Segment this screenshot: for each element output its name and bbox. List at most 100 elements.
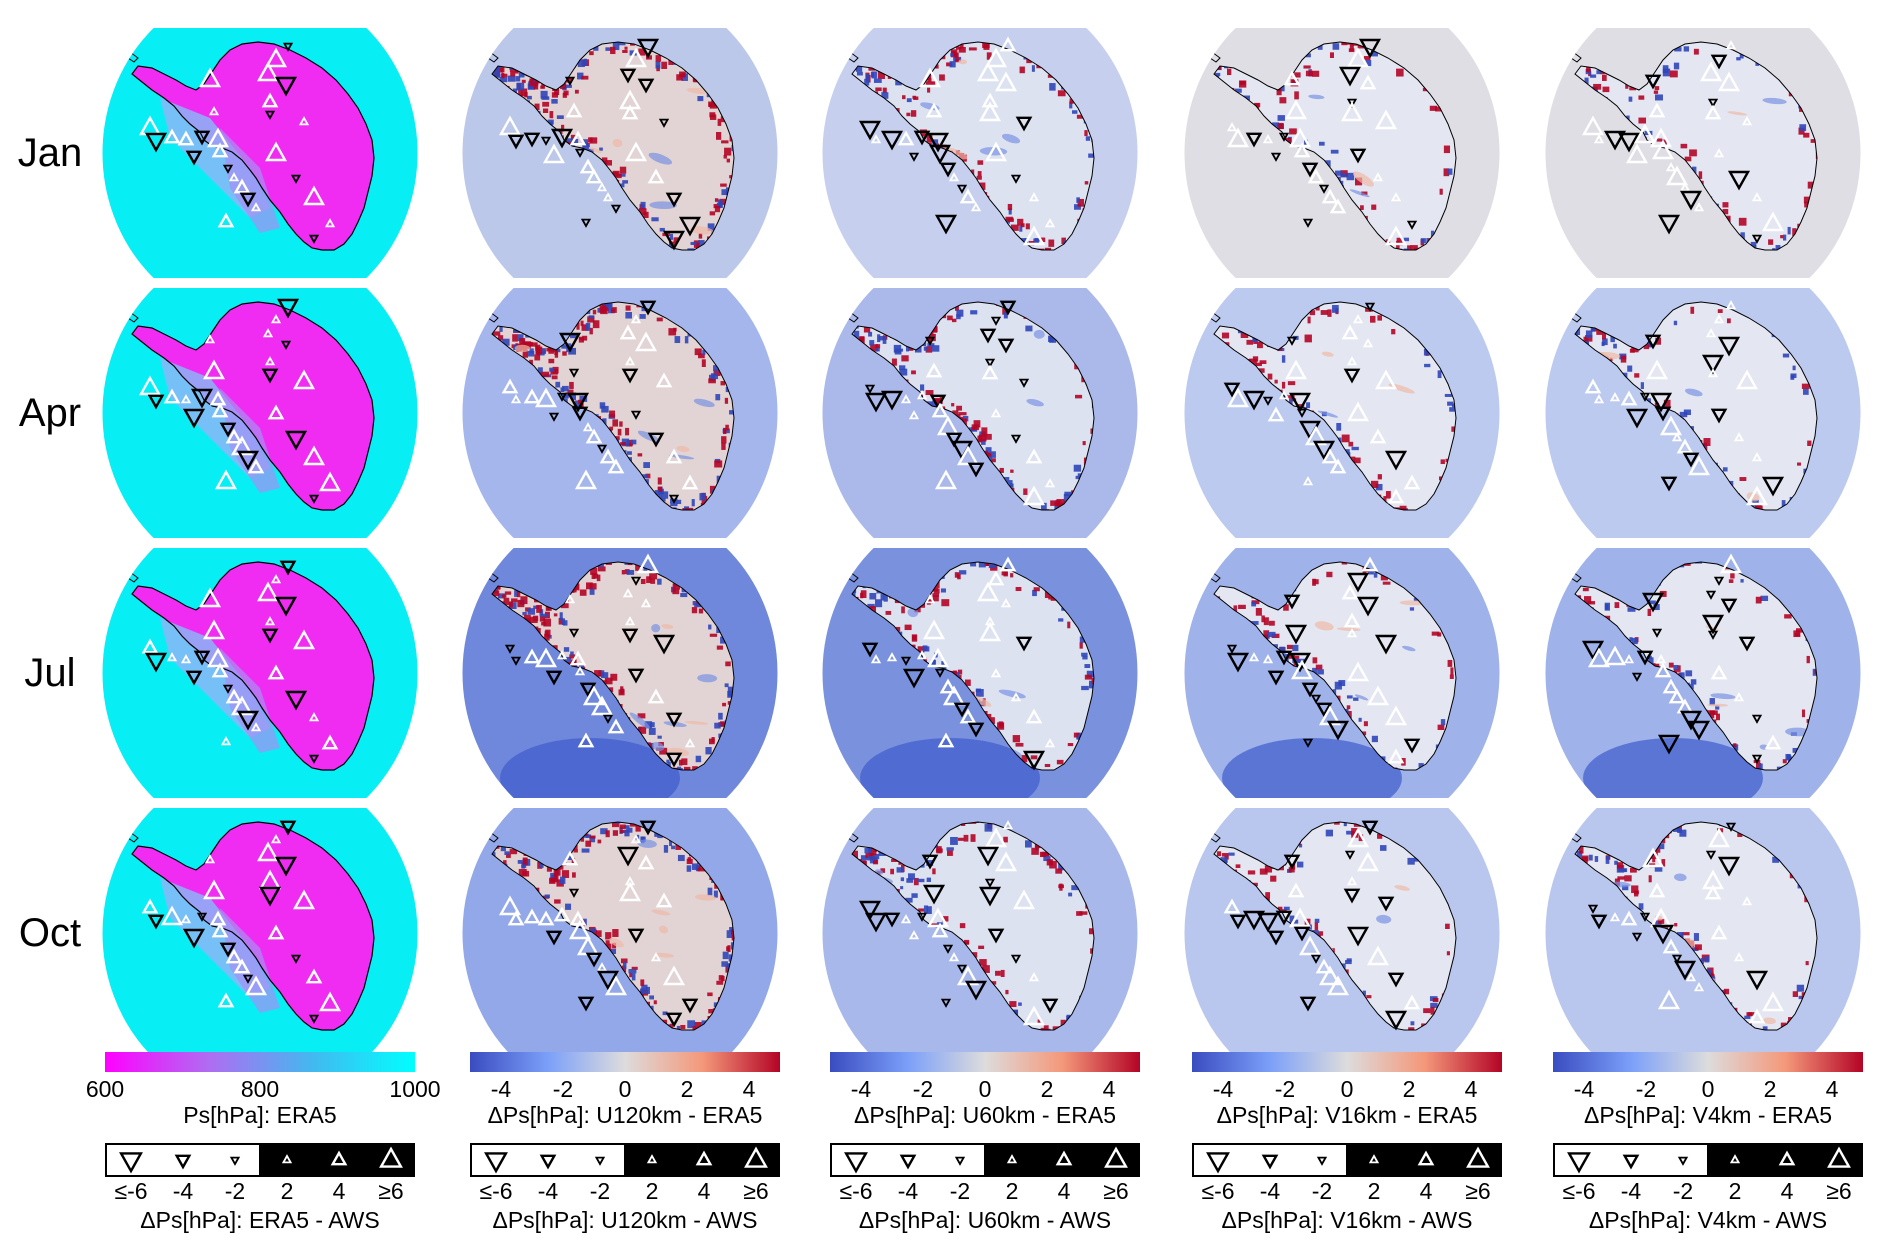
coastal-anomaly-speck: [1760, 595, 1769, 601]
coastal-anomaly-speck: [1272, 122, 1280, 127]
coastal-anomaly-speck: [560, 83, 567, 90]
aws-positive-triangle: [655, 892, 673, 908]
coastal-anomaly-speck: [853, 330, 860, 338]
coastal-anomaly-speck: [908, 873, 915, 880]
coastal-anomaly-speck: [494, 63, 502, 71]
aws-negative-triangle: [566, 392, 590, 413]
coastal-anomaly-speck: [1690, 306, 1695, 314]
aws-negative-triangle: [556, 392, 568, 402]
coastal-anomaly-speck: [957, 574, 961, 580]
map-edge: [1544, 548, 1862, 798]
legend-negative-triangle: [594, 1156, 606, 1166]
coastal-anomaly-speck: [685, 507, 694, 510]
coastal-anomaly-speck: [557, 865, 564, 870]
coastal-anomaly-speck: [1780, 1022, 1787, 1028]
coastal-anomaly-speck: [720, 183, 727, 187]
colorbar-tick-label: 2: [1402, 1076, 1416, 1102]
aws-positive-triangle: [1403, 474, 1421, 490]
coastal-anomaly-speck: [655, 61, 661, 69]
coastal-anomaly-speck: [932, 326, 938, 333]
coastal-anomaly-speck: [687, 1020, 696, 1029]
aws-negative-triangle: [1631, 932, 1643, 942]
coastal-anomaly-speck: [595, 930, 602, 937]
aws-negative-triangle: [967, 462, 985, 478]
aws-positive-triangle: [959, 708, 977, 724]
coastal-anomaly-speck: [1443, 145, 1451, 154]
aws-positive-triangle: [1372, 172, 1384, 182]
coastal-anomaly-speck: [1235, 864, 1241, 868]
map-panel-v16-jan: [1182, 28, 1502, 278]
coastal-anomaly-speck: [941, 599, 950, 607]
aws-positive-triangle: [244, 975, 268, 996]
aws-negative-triangle: [1346, 926, 1370, 947]
aws-positive-triangle: [1346, 661, 1370, 682]
coastal-anomaly-speck: [1740, 579, 1744, 583]
symbol-legend-tick: 4: [697, 1178, 711, 1204]
aws-positive-triangle: [1593, 134, 1605, 144]
coastal-anomaly-speck: [1429, 105, 1438, 111]
coastal-anomaly-speck: [860, 590, 867, 599]
aws-positive-triangle: [1346, 827, 1370, 848]
coastal-anomaly-speck: [1683, 46, 1690, 52]
aws-positive-triangle: [1581, 115, 1605, 136]
coastal-anomaly-speck: [1584, 596, 1592, 604]
coastal-anomaly-speck: [1410, 1021, 1415, 1026]
coastal-anomaly-speck: [875, 344, 881, 349]
coastal-anomaly-speck: [721, 436, 727, 444]
coastal-anomaly-speck: [1775, 245, 1781, 250]
aws-positive-triangle: [1623, 654, 1635, 664]
map-svg: [1183, 288, 1501, 538]
coastal-anomaly-speck: [530, 342, 538, 347]
coastal-anomaly-speck: [923, 346, 929, 351]
coastal-anomaly-speck: [605, 932, 612, 940]
map-svg: [1183, 808, 1501, 1058]
coastal-anomaly-speck: [529, 348, 534, 354]
aws-positive-triangle: [1587, 647, 1611, 668]
coastal-anomaly-speck: [657, 735, 662, 739]
aws-negative-triangle: [647, 432, 665, 448]
coastal-anomaly-speck: [503, 860, 507, 865]
aws-positive-triangle: [1665, 165, 1689, 186]
legend-positive-triangle: [1729, 1154, 1741, 1164]
aws-positive-triangle: [1717, 71, 1741, 92]
coastal-anomaly-speck: [610, 307, 617, 313]
aws-positive-triangle: [523, 908, 541, 924]
coastal-anomaly-speck: [964, 679, 971, 686]
map-edge: [101, 28, 419, 278]
interior-anomaly: [652, 742, 665, 752]
aws-positive-triangle: [618, 881, 642, 902]
aws-negative-triangle: [1651, 924, 1675, 945]
coastal-anomaly-speck: [589, 836, 596, 843]
coastal-anomaly-speck: [1358, 834, 1364, 842]
month-label-jan: Jan: [17, 131, 83, 175]
coastal-anomaly-speck: [574, 583, 580, 591]
map-svg: [1544, 548, 1862, 798]
coastal-anomaly-speck: [968, 47, 977, 51]
coastal-anomaly-speck: [1423, 1008, 1431, 1014]
aws-negative-triangle: [1245, 132, 1263, 148]
coastal-anomaly-speck: [1274, 379, 1278, 384]
colorbar-tick-label: -2: [1274, 1076, 1296, 1102]
map-edge: [461, 548, 779, 798]
coastal-anomaly-speck: [569, 654, 576, 659]
coastal-anomaly-speck: [585, 322, 591, 331]
coastal-anomaly-speck: [871, 847, 877, 856]
aws-negative-triangle: [908, 152, 920, 162]
coastal-anomaly-speck: [1653, 90, 1659, 94]
coastal-anomaly-speck: [541, 81, 545, 89]
coastal-anomaly-speck: [583, 58, 587, 66]
coastline: [1574, 41, 1818, 251]
interior-anomaly: [1321, 351, 1334, 357]
aws-positive-triangle: [931, 922, 949, 938]
aws-positive-triangle: [1044, 738, 1056, 748]
interior-anomaly: [1349, 189, 1370, 198]
coastal-anomaly-speck: [1707, 710, 1716, 715]
coastal-anomaly-speck: [554, 899, 561, 904]
coastal-anomaly-speck: [662, 1011, 668, 1016]
aws-positive-triangle: [1654, 662, 1672, 678]
aws-positive-triangle: [1387, 748, 1405, 764]
symbol-legend-tick: 4: [1419, 1178, 1433, 1204]
aws-negative-triangle: [280, 340, 292, 350]
aws-negative-triangle: [928, 144, 952, 165]
ice-sheet: [852, 42, 1094, 250]
